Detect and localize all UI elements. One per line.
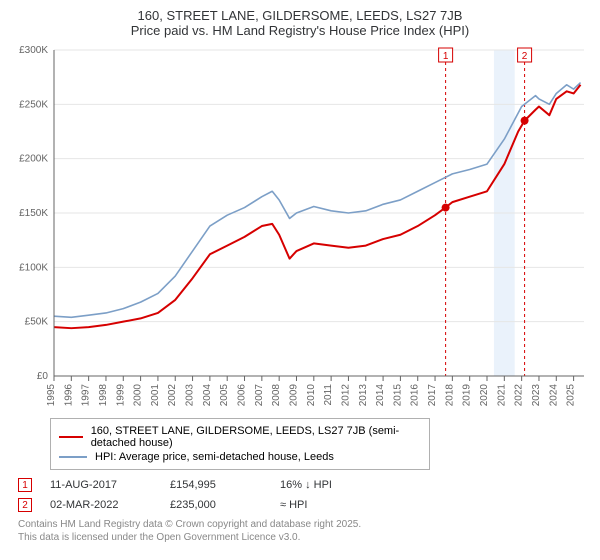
title-block: 160, STREET LANE, GILDERSOME, LEEDS, LS2…: [10, 8, 590, 38]
svg-text:2011: 2011: [323, 384, 334, 406]
sale-row-2: 2 02-MAR-2022 £235,000 ≈ HPI: [18, 498, 590, 512]
svg-text:2016: 2016: [410, 384, 421, 407]
svg-text:2002: 2002: [167, 384, 178, 407]
line-chart-svg: £0 £50K £100K £150K £200K £250K £300K 1995 1996 1…: [10, 42, 590, 412]
svg-text:£150K: £150K: [19, 208, 48, 219]
sale-delta: ≈ HPI: [280, 499, 380, 511]
svg-text:2000: 2000: [133, 384, 144, 407]
svg-text:1998: 1998: [98, 384, 109, 407]
svg-text:2010: 2010: [306, 384, 317, 407]
svg-text:2: 2: [522, 51, 528, 62]
svg-text:2006: 2006: [237, 384, 248, 407]
sale-price: £235,000: [170, 499, 280, 511]
sales-table: 1 11-AUG-2017 £154,995 16% ↓ HPI 2 02-MA…: [18, 478, 590, 512]
sale-delta: 16% ↓ HPI: [280, 479, 380, 491]
svg-text:1: 1: [443, 51, 449, 62]
svg-text:2007: 2007: [254, 384, 265, 407]
svg-text:1995: 1995: [46, 384, 57, 407]
svg-text:2013: 2013: [358, 384, 369, 407]
svg-text:£200K: £200K: [19, 154, 48, 165]
sale-date: 11-AUG-2017: [50, 479, 170, 491]
svg-text:2020: 2020: [479, 384, 490, 407]
svg-text:£100K: £100K: [19, 262, 48, 273]
legend-swatch-hpi: [59, 456, 87, 458]
footer: Contains HM Land Registry data © Crown c…: [18, 518, 590, 544]
svg-text:2019: 2019: [462, 384, 473, 407]
sale-marker-2: 2: [18, 498, 32, 512]
footer-line-2: This data is licensed under the Open Gov…: [18, 531, 590, 544]
chart-container: 160, STREET LANE, GILDERSOME, LEEDS, LS2…: [0, 0, 600, 560]
legend-label: HPI: Average price, semi-detached house,…: [95, 451, 334, 463]
svg-text:1996: 1996: [63, 384, 74, 407]
svg-text:2018: 2018: [444, 384, 455, 407]
legend-item-price-paid: 160, STREET LANE, GILDERSOME, LEEDS, LS2…: [59, 425, 421, 449]
legend-box: 160, STREET LANE, GILDERSOME, LEEDS, LS2…: [50, 418, 430, 470]
legend-swatch-price-paid: [59, 436, 83, 438]
svg-text:£50K: £50K: [25, 317, 49, 328]
svg-text:2015: 2015: [392, 384, 403, 407]
footer-line-1: Contains HM Land Registry data © Crown c…: [18, 518, 590, 531]
title-line-2: Price paid vs. HM Land Registry's House …: [10, 23, 590, 38]
svg-text:2012: 2012: [340, 384, 351, 407]
sale-marker-1: 1: [18, 478, 32, 492]
svg-text:£0: £0: [37, 371, 49, 382]
svg-text:2024: 2024: [548, 384, 559, 407]
svg-text:2008: 2008: [271, 384, 282, 407]
svg-text:£300K: £300K: [19, 45, 48, 56]
svg-text:2004: 2004: [202, 384, 213, 407]
svg-text:2005: 2005: [219, 384, 230, 407]
svg-text:2001: 2001: [150, 384, 161, 407]
svg-text:1997: 1997: [81, 384, 92, 407]
svg-text:2009: 2009: [288, 384, 299, 407]
sale-row-1: 1 11-AUG-2017 £154,995 16% ↓ HPI: [18, 478, 590, 492]
svg-text:2025: 2025: [566, 384, 577, 407]
svg-text:1999: 1999: [115, 384, 126, 407]
svg-text:2003: 2003: [185, 384, 196, 407]
legend-item-hpi: HPI: Average price, semi-detached house,…: [59, 451, 421, 463]
svg-text:2023: 2023: [531, 384, 542, 407]
sale-date: 02-MAR-2022: [50, 499, 170, 511]
legend-label: 160, STREET LANE, GILDERSOME, LEEDS, LS2…: [91, 425, 421, 449]
svg-text:2022: 2022: [514, 384, 525, 407]
sale-price: £154,995: [170, 479, 280, 491]
svg-text:2014: 2014: [375, 384, 386, 407]
svg-text:2017: 2017: [427, 384, 438, 407]
title-line-1: 160, STREET LANE, GILDERSOME, LEEDS, LS2…: [10, 8, 590, 23]
chart-area: £0 £50K £100K £150K £200K £250K £300K 1995 1996 1…: [10, 42, 590, 412]
svg-text:2021: 2021: [496, 384, 507, 407]
svg-text:£250K: £250K: [19, 99, 48, 110]
